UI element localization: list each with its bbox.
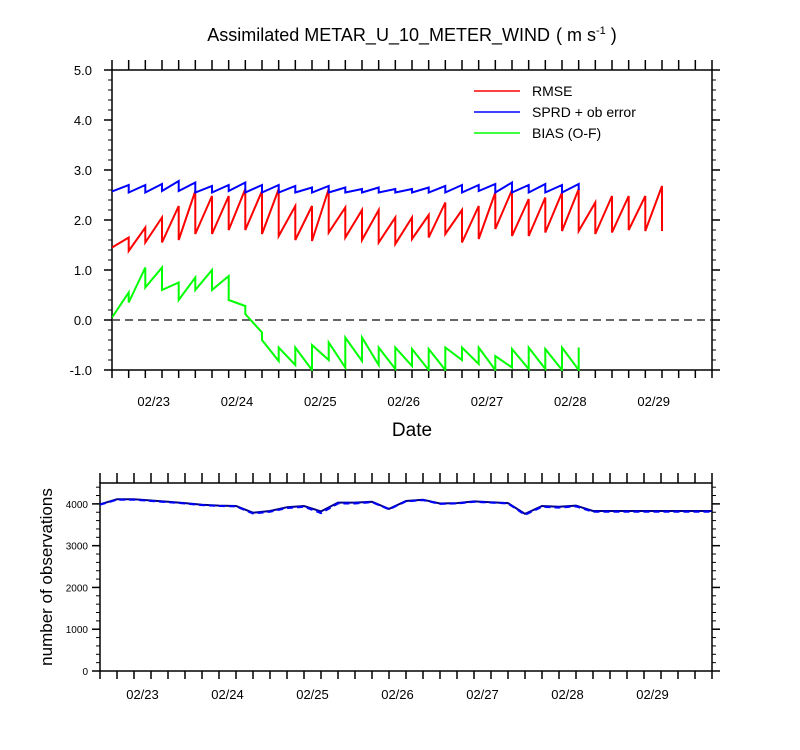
top-chart: -1.00.01.02.03.04.05.0 02/23 02/24 02/25 02…	[70, 60, 720, 409]
x-axis-label: Date	[392, 420, 432, 441]
bottom-x-tick-label: 02/28	[551, 687, 584, 702]
bottom-y-tick-labels: 0 1000 2000 3000 4000	[66, 500, 89, 678]
chart-title-units-exponent: -1	[596, 25, 606, 37]
top-x-tick-label: 02/24	[221, 394, 254, 409]
bottom-axis-ticks	[92, 473, 720, 679]
legend-label-bias: BIAS (O-F)	[532, 125, 601, 141]
top-series-line-sprd	[112, 179, 580, 195]
bottom-x-tick-label: 02/26	[381, 687, 414, 702]
chart-title-units-end: )	[606, 25, 617, 45]
top-x-tick-label: 02/27	[471, 394, 504, 409]
bottom-series-group	[99, 498, 712, 516]
bottom-x-tick-label: 02/24	[211, 687, 244, 702]
top-y-tick-labels: -1.0 0.0 1.0 2.0 3.0 4.0 5.0	[70, 63, 92, 378]
bottom-y-tick-label: 4000	[66, 500, 89, 511]
legend-label-sprd: SPRD + ob error	[532, 104, 636, 120]
top-x-tick-label: 02/29	[637, 394, 670, 409]
y-axis-label-observations: number of observations	[37, 488, 56, 666]
bottom-x-tick-label: 02/23	[126, 687, 159, 702]
top-y-tick-label: -1.0	[70, 363, 92, 378]
bottom-x-tick-label: 02/27	[466, 687, 499, 702]
chart-title-units: ( m s	[556, 25, 596, 45]
top-x-tick-labels: 02/23 02/24 02/25 02/26 02/27 02/28 02/29	[137, 394, 670, 409]
bottom-x-tick-label: 02/25	[296, 687, 329, 702]
top-series-line-bias	[112, 264, 580, 371]
bottom-y-tick-label: 2000	[66, 583, 89, 594]
top-y-tick-label: 5.0	[74, 63, 92, 78]
top-x-tick-label: 02/23	[137, 394, 170, 409]
chart-title: Assimilated METAR_U_10_METER_WIND ( m s-1…	[207, 25, 617, 46]
legend: RMSE SPRD + ob error BIAS (O-F)	[474, 83, 636, 141]
chart-title-main: Assimilated METAR_U_10_METER_WIND	[207, 25, 550, 46]
bottom-y-tick-label: 3000	[66, 542, 89, 553]
top-x-tick-label: 02/28	[554, 394, 587, 409]
top-x-tick-label: 02/26	[387, 394, 420, 409]
bottom-series-line-dashed	[99, 498, 712, 516]
top-series-line-rmse	[112, 185, 663, 255]
top-y-tick-label: 4.0	[74, 113, 92, 128]
legend-label-rmse: RMSE	[532, 83, 572, 99]
top-x-tick-label: 02/25	[304, 394, 337, 409]
top-y-tick-label: 0.0	[74, 313, 92, 328]
bottom-x-tick-labels: 02/23 02/24 02/25 02/26 02/27 02/28 02/29	[126, 687, 669, 702]
bottom-y-tick-label: 0	[82, 667, 88, 678]
top-axis-ticks	[104, 60, 720, 378]
top-y-tick-label: 3.0	[74, 163, 92, 178]
top-y-tick-label: 2.0	[74, 213, 92, 228]
bottom-y-tick-label: 1000	[66, 625, 89, 636]
bottom-x-tick-label: 02/29	[636, 687, 669, 702]
top-series-group	[112, 179, 663, 371]
top-y-tick-label: 1.0	[74, 263, 92, 278]
